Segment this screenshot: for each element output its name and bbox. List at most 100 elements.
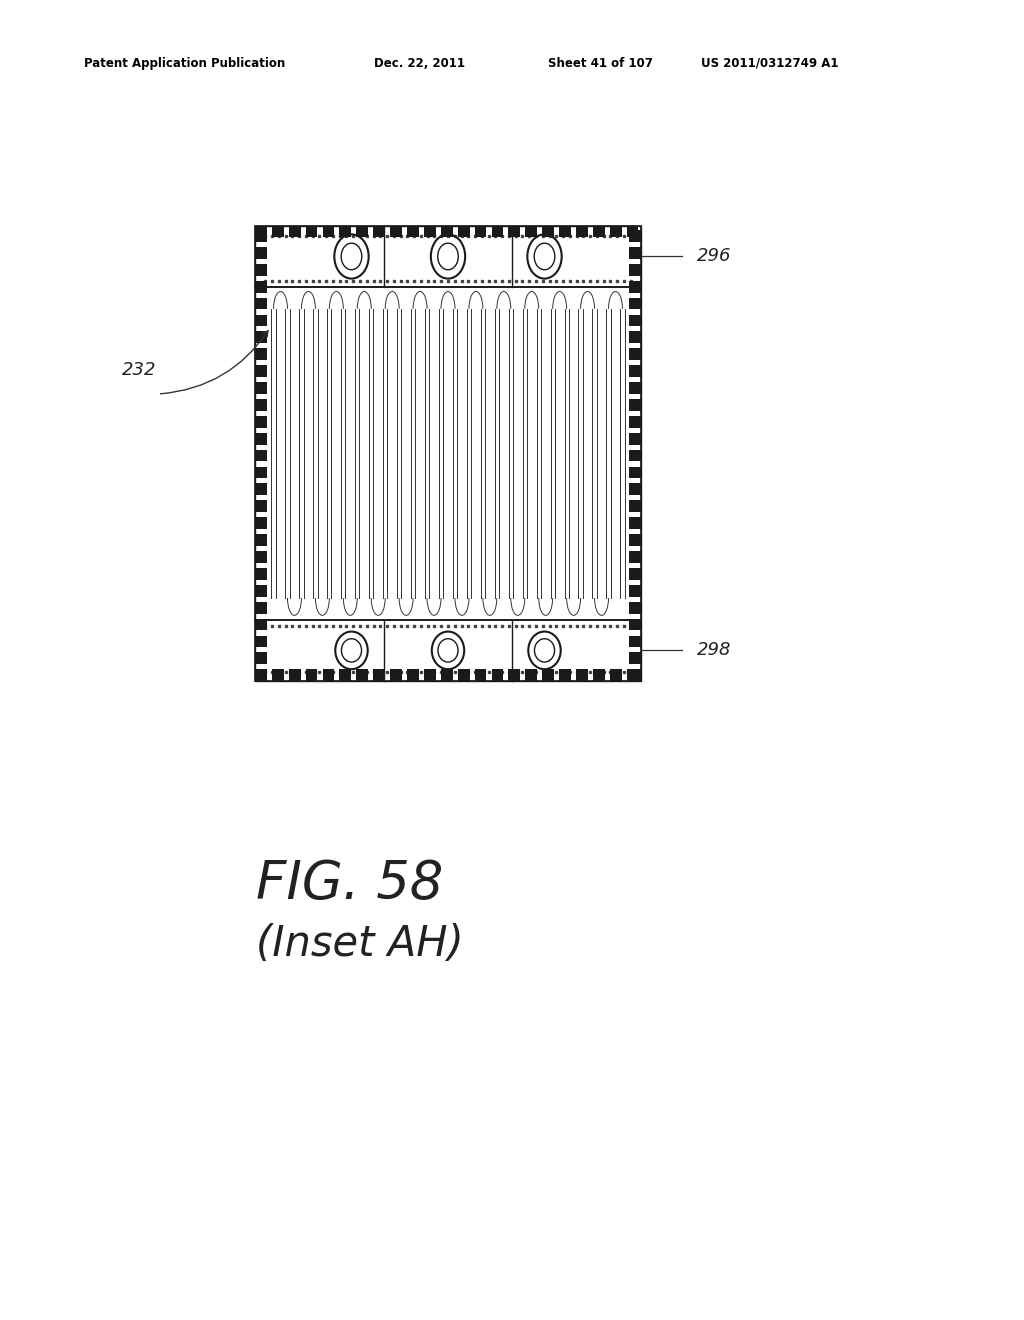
Bar [255,226,641,288]
Bar [629,314,641,326]
Bar [255,450,266,462]
Bar [525,226,537,238]
Bar [593,226,604,238]
Bar [627,226,639,238]
Bar [255,619,266,631]
Bar [440,669,453,681]
Bar [255,535,266,546]
Bar [255,669,266,681]
Bar [424,226,436,238]
Bar [629,535,641,546]
Bar [492,226,504,238]
Bar [255,297,266,309]
Text: 232: 232 [122,362,157,379]
Bar [629,652,641,664]
Bar [255,550,266,562]
Bar [408,669,419,681]
Bar [543,669,554,681]
Bar [627,669,639,681]
Bar [629,450,641,462]
Bar [575,226,588,238]
Bar [424,669,436,681]
Bar [255,652,266,664]
Text: Patent Application Publication: Patent Application Publication [84,57,286,70]
Text: Sheet 41 of 107: Sheet 41 of 107 [548,57,652,70]
Bar [255,247,266,259]
Bar [255,602,266,614]
Text: Dec. 22, 2011: Dec. 22, 2011 [374,57,465,70]
Bar [629,669,641,681]
Bar [356,226,369,238]
Bar [255,585,266,597]
Bar [255,288,641,619]
Bar [629,399,641,411]
Bar [255,466,266,478]
Bar [255,314,266,326]
Bar [323,226,334,238]
Bar [458,669,469,681]
Bar [373,226,385,238]
Bar [559,669,571,681]
Bar [593,669,604,681]
Bar [629,602,641,614]
Bar [629,433,641,445]
Bar [629,297,641,309]
Bar [629,348,641,360]
Bar [255,517,266,529]
Bar [255,669,266,681]
Bar [508,226,520,238]
Bar [289,226,301,238]
Bar [390,226,401,238]
Bar [575,669,588,681]
Bar [255,264,266,276]
Bar [458,226,469,238]
Bar [629,550,641,562]
Bar [340,669,351,681]
Text: 296: 296 [697,247,732,265]
Bar [629,366,641,378]
Bar [255,381,266,393]
Bar [255,416,266,428]
Bar [255,281,266,293]
Bar [440,226,453,238]
Bar [492,669,504,681]
Bar [255,366,266,378]
Bar [255,230,266,242]
Bar [629,264,641,276]
Bar [305,226,317,238]
Text: US 2011/0312749 A1: US 2011/0312749 A1 [701,57,839,70]
Bar [525,669,537,681]
Bar [255,331,266,343]
Bar [255,619,641,681]
Bar [289,669,301,681]
Bar [255,348,266,360]
Bar [272,669,284,681]
Bar [340,226,351,238]
Bar [629,247,641,259]
Bar [629,568,641,579]
Bar [610,669,622,681]
Bar [629,635,641,647]
Bar [408,226,419,238]
Bar [629,381,641,393]
Bar [255,433,266,445]
Text: FIG. 58: FIG. 58 [256,858,443,911]
Bar [610,226,622,238]
Bar [390,669,401,681]
Bar [629,230,641,242]
Bar [255,226,266,238]
Text: 298: 298 [697,642,732,660]
Bar [255,399,266,411]
Bar [629,281,641,293]
Bar [272,226,284,238]
Bar [559,226,571,238]
Bar [255,483,266,495]
Bar [255,635,266,647]
Bar [629,517,641,529]
Bar [629,619,641,631]
Text: (Inset AH): (Inset AH) [256,923,464,965]
Bar [255,568,266,579]
Bar [475,669,486,681]
Bar [475,226,486,238]
Bar [323,669,334,681]
